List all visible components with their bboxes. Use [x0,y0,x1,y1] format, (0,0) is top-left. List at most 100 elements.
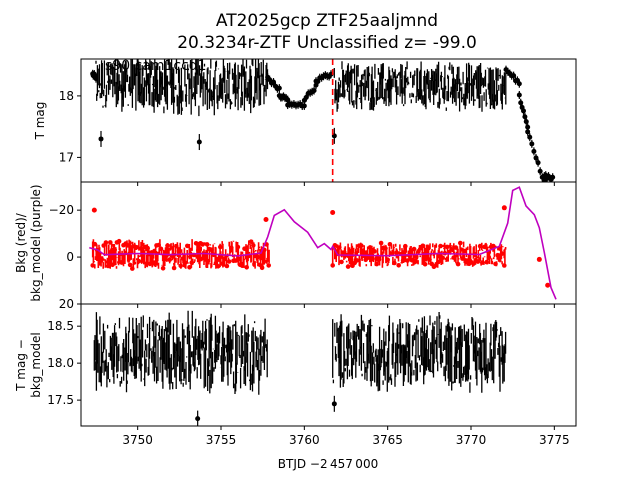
series-Bkg-segment-1-point [444,244,450,250]
series-Bkg-segment-1-point [493,261,498,267]
lightcurve-segment-3-point [285,97,291,103]
series-Bkg-segment-0-point [160,266,166,271]
series-Bkg-segment-1-point [405,258,410,263]
series-Bkg-segment-1-point [455,261,461,267]
series-Bkg-segment-1-point [378,240,384,246]
axes-frame [80,181,577,305]
y-tick-label: 0 [66,250,74,264]
chart-title-line1: AT2025gcp ZTF25aaljmnd [216,11,438,31]
series-Bkg-segment-1-point [411,246,417,252]
series-Bkg-segment-1-point [376,257,382,262]
series-Bkg-segment-0-point [130,266,135,271]
y-tick-label: 20 [59,297,74,311]
series-Bkg-segment-0-point [149,260,155,266]
series-Bkg-segment-0-point [99,256,104,261]
series-Bkg-segment-0-point [200,242,205,247]
series-Bkg-segment-1-point [491,243,496,249]
series-Bkg-segment-0-point [127,262,133,268]
plot-area [93,310,507,426]
series-Bkg-segment-0-point [224,263,230,269]
lightcurve-segment-0 [90,69,99,83]
series-Bkg-segment-0-point [182,260,188,266]
series-Bkg-segment-0-point [189,260,194,266]
lightcurve-segment-4 [285,99,307,111]
series-bkg_model-line [89,186,557,300]
lightcurve-segment-2-point [271,79,276,85]
series-Bkg-segment-0-point [136,258,142,264]
series-Bkg-segment-1-point [462,248,468,254]
series-Bkg-segment-1-point [409,257,415,263]
y-axis-label: Bkg (red)/bkg_model (purple) [14,184,43,301]
series-Bkg-segment-0-point [259,265,265,271]
outlier-point [196,139,202,145]
series-Bkg-segment-0-point [248,239,254,244]
series-Bkg-segment-1-point [425,253,430,259]
panel-top-mag: 17 18 T mag [33,58,577,186]
x-tick-label: 3755 [206,433,237,447]
series-Bkg-segment-1-point [403,243,408,249]
x-axis-label: BTJD −2 457 000 [278,457,378,471]
series-Bkg-segment-0-point [251,243,256,248]
series-Bkg-segment-0-point [158,246,164,252]
lightcurve-segment-1-marks [95,59,269,117]
series-Bkg-segment-1-point [385,257,391,263]
y-tick-label: 17 [59,150,74,164]
series-Bkg-segment-1-point [436,259,441,265]
series-Bkg-segment-1-point [460,256,465,261]
series-Bkg-segment-0-point [105,263,111,269]
lightcurve-segment-9-point [521,108,526,114]
series-Bkg-segment-0-point [134,245,139,250]
series-Bkg-segment-0-point [215,264,221,269]
series-Bkg-segment-1-point [330,263,336,268]
series-Bkg-segment-1-point [354,258,360,263]
lightcurve-segment-6-point [315,78,321,84]
outlier-point [331,401,337,407]
y-axis-label: T mag −bkg_model [14,332,43,398]
y-tick-label: 17.5 [47,393,74,407]
lightcurve-segment-10-point [527,134,533,140]
series-Bkg-segment-1-point [464,258,470,263]
series-Bkg-segment-0-point [235,244,241,250]
outlier-point [98,136,104,142]
lightcurve-segment-10-point [531,148,537,154]
series-Bkg-segment-0-point [229,245,234,251]
series-Bkg-segment-0-point [202,254,208,259]
series-Bkg-segment-0-point [163,254,168,260]
series-Bkg-segment-0-point [103,240,109,245]
series-Bkg-point [536,256,542,262]
series-Bkg-segment-0-point [187,265,192,270]
series-Bkg-segment-1-point [486,255,492,260]
lightcurve-segment-1-marks [332,312,507,393]
series-Bkg-segment-0-point [138,246,144,251]
x-tick-label: 3750 [122,433,153,447]
series-Bkg-segment-1-point [396,263,402,268]
lightcurve-segment-10-point [533,155,539,161]
series-Bkg-segment-1-point [453,245,459,250]
y-tick-label: 18.5 [47,319,74,333]
series-Bkg-segment-1-point [348,248,353,254]
y-axis-label-line: bkg_model [29,332,43,398]
x-tick-label: 3760 [289,433,320,447]
lightcurve-segment-10-point [535,160,541,166]
y-tick-label: 18 [59,89,74,103]
series-Bkg-point [545,282,551,288]
series-Bkg-segment-1-point [370,256,375,262]
series-Bkg-segment-1-point [477,243,483,249]
series-Bkg-segment-1-point [414,254,419,260]
panel-mag-minus-model: 17.5 18.0 18.5 3750 3755 3760 3765 3770 3775 T ma… [14,303,577,447]
series-Bkg-segment-1-point [363,257,369,263]
series-Bkg-point [263,217,269,223]
lightcurve-segment-11 [541,171,556,182]
lightcurve-segment-6 [313,70,334,86]
series-Bkg-segment-0-point [165,243,170,248]
series-Bkg-segment-0-point [180,256,186,261]
series-Bkg-segment-0-point [185,243,190,249]
series-Bkg-segment-1-point [449,246,454,252]
lightcurve-segment-5-point [303,94,309,100]
series-Bkg-segment-1-point [475,259,481,264]
series-Bkg-segment-0-point [171,265,177,271]
series-Bkg-segment-1-point [471,261,476,266]
series-Bkg-segment-0-point [112,247,117,253]
series-Bkg-segment-0-point [240,263,245,269]
